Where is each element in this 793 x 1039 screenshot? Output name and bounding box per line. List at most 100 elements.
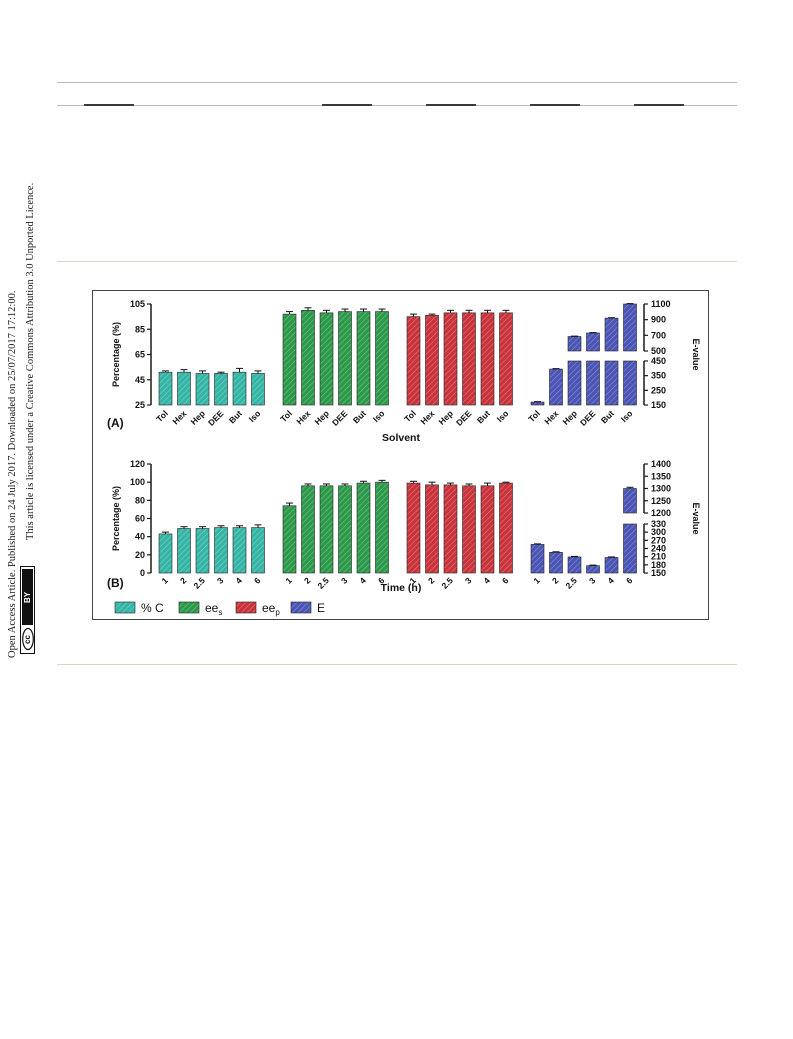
panel-a: 25 45 65 85 105 Percentage (%) 500 700 900 1100 15… bbox=[107, 299, 701, 444]
bar-group-eep: 1 2 2.5 3 4 6 bbox=[406, 480, 513, 591]
bar-upper bbox=[604, 317, 619, 352]
y-tick-label-left: 80 bbox=[135, 495, 145, 505]
legend-label: ees bbox=[205, 601, 222, 617]
x-tick-label: Hep bbox=[312, 408, 330, 426]
y-tick-label-right: 330 bbox=[651, 519, 666, 529]
column-rule-2 bbox=[322, 104, 372, 106]
bar bbox=[406, 482, 421, 574]
bar bbox=[251, 527, 265, 574]
header-rule bbox=[57, 105, 737, 106]
bar-group-ees: Tol Hex Hep DEE But Iso bbox=[278, 307, 389, 428]
x-tick-label: Iso bbox=[247, 408, 263, 424]
bar bbox=[462, 312, 476, 406]
y-axis-label-right: E-value bbox=[691, 502, 701, 534]
x-tick-label: 4 bbox=[233, 575, 244, 586]
y-tick-label-right: 150 bbox=[651, 400, 666, 410]
x-axis-label: Solvent bbox=[382, 432, 420, 444]
legend-swatch bbox=[235, 601, 257, 614]
x-tick-label: Tol bbox=[278, 408, 294, 424]
bar bbox=[480, 312, 495, 406]
bar bbox=[549, 368, 563, 406]
x-tick-label: But bbox=[475, 408, 492, 425]
x-tick-label: 1 bbox=[159, 575, 170, 586]
bar bbox=[375, 481, 389, 574]
bar bbox=[480, 485, 495, 574]
y-tick-label-right: 900 bbox=[651, 315, 666, 325]
x-tick-label: Tol bbox=[402, 408, 418, 424]
x-tick-label: But bbox=[351, 408, 368, 425]
bar bbox=[158, 371, 173, 406]
bar bbox=[338, 311, 352, 406]
y-tick-label-right: 1200 bbox=[651, 508, 671, 518]
bar bbox=[356, 482, 371, 574]
bar-group-eep: Tol Hex Hep DEE But Iso bbox=[402, 309, 513, 428]
x-tick-label: Iso bbox=[619, 408, 635, 424]
y-tick-label-left: 0 bbox=[140, 568, 145, 578]
y-tick-label-right: 350 bbox=[651, 371, 666, 381]
bar bbox=[251, 373, 265, 406]
bar bbox=[195, 528, 210, 574]
x-tick-label: 2 bbox=[426, 575, 437, 586]
legend-label: % C bbox=[141, 601, 164, 615]
y-tick-label-right: 1100 bbox=[651, 299, 671, 309]
bar bbox=[282, 505, 297, 574]
bar bbox=[443, 312, 458, 406]
by-mark: BY bbox=[22, 569, 33, 625]
y-axis-label-left: Percentage (%) bbox=[111, 486, 121, 551]
y-tick-label-right: 1400 bbox=[651, 459, 671, 469]
bar bbox=[195, 373, 210, 406]
bar-group-ees: 1 2 2.5 3 4 6 bbox=[282, 479, 389, 591]
legend-swatch bbox=[178, 601, 200, 614]
legend-item: ees bbox=[178, 601, 222, 617]
bar-upper bbox=[623, 303, 637, 352]
x-tick-label: But bbox=[227, 408, 244, 425]
bar bbox=[586, 565, 600, 574]
y-tick-label-right: 300 bbox=[651, 527, 666, 537]
x-tick-label: 2 bbox=[302, 575, 313, 586]
x-tick-label: Hep bbox=[436, 408, 454, 426]
bar bbox=[425, 315, 439, 406]
x-tick-label: DEE bbox=[206, 408, 226, 428]
x-tick-label: 1 bbox=[407, 575, 418, 586]
bar-group-c: 1 2 2.5 3 4 6 bbox=[158, 524, 265, 591]
y-tick-label-left: 25 bbox=[135, 400, 145, 410]
x-tick-label: 1 bbox=[283, 575, 294, 586]
y-tick-label-left: 40 bbox=[135, 532, 145, 542]
y-tick-label-right: 700 bbox=[651, 330, 666, 340]
license-sidebar: Open Access Article. Published on 24 Jul… bbox=[0, 0, 44, 1039]
bar-group-c: Tol Hex Hep DEE But Iso bbox=[154, 367, 265, 428]
x-tick-label: Hep bbox=[188, 408, 206, 426]
y-tick-label-right: 270 bbox=[651, 535, 666, 545]
y-tick-label-left: 100 bbox=[130, 477, 145, 487]
bar bbox=[319, 485, 334, 574]
bar bbox=[567, 360, 582, 406]
legend-item: E bbox=[290, 601, 325, 615]
legend: % C ees eep E bbox=[114, 601, 325, 617]
license-line-published: Open Access Article. Published on 24 Jul… bbox=[7, 290, 18, 658]
y-tick-label-left: 85 bbox=[135, 324, 145, 334]
x-tick-label: But bbox=[599, 408, 616, 425]
x-tick-label: 2 bbox=[178, 575, 189, 586]
y-tick-label-right: 450 bbox=[651, 356, 666, 366]
legend-item: % C bbox=[114, 601, 164, 615]
legend-item: eep bbox=[235, 601, 280, 617]
x-tick-label: 2.5 bbox=[191, 575, 207, 591]
y-tick-label-right: 1300 bbox=[651, 484, 671, 494]
cc-by-badge[interactable]: BY cc bbox=[20, 566, 35, 654]
x-tick-label: 4 bbox=[481, 575, 492, 586]
column-rule-3 bbox=[426, 104, 476, 106]
bar bbox=[549, 552, 563, 574]
cc-label: cc bbox=[23, 635, 32, 644]
x-tick-label: Tol bbox=[154, 408, 170, 424]
column-rule-4 bbox=[530, 104, 580, 106]
y-tick-label-right: 180 bbox=[651, 560, 666, 570]
license-line-cc[interactable]: This article is licensed under a Creativ… bbox=[25, 182, 36, 540]
bar bbox=[462, 485, 476, 574]
x-tick-label: 3 bbox=[215, 575, 226, 586]
bar bbox=[375, 311, 389, 406]
bar-upper bbox=[567, 336, 582, 352]
y-tick-label-left: 120 bbox=[130, 459, 145, 469]
x-tick-label: Hex bbox=[294, 408, 312, 426]
x-tick-label: 4 bbox=[357, 575, 368, 586]
